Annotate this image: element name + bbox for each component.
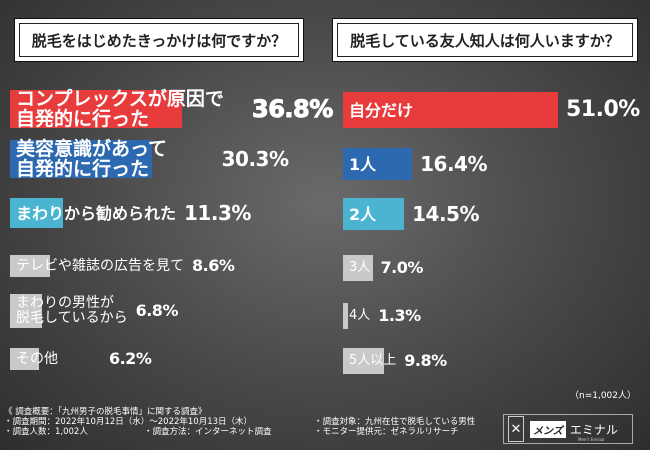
bar bbox=[10, 140, 152, 178]
left-chart-title: 脱毛をはじめたきっかけは何ですか？ bbox=[14, 18, 304, 62]
category-label-line: 1人 bbox=[349, 154, 377, 174]
bar bbox=[343, 255, 373, 281]
value-label: 51.0% bbox=[566, 97, 640, 122]
right-chart-title: 脱毛している友人知人は何人いますか？ bbox=[332, 18, 638, 62]
category-label-line: 美容意識があって bbox=[16, 138, 168, 160]
bar bbox=[343, 198, 405, 230]
category-label: 1人 bbox=[349, 156, 376, 173]
value-label: 16.4% bbox=[420, 152, 488, 176]
survey-heading: 《 調査概要：「九州男子の脱毛事情」に関する調査》 bbox=[4, 407, 207, 417]
survey-summary: 《 調査概要：「九州男子の脱毛事情」に関する調査》 ・調査期間：2022年10月… bbox=[4, 407, 624, 437]
survey-target: ・調査対象：九州在住で脱毛している男性 bbox=[314, 417, 476, 427]
category-label: テレビや雑誌の広告を見て bbox=[16, 257, 184, 274]
bar bbox=[343, 348, 385, 374]
category-label: コンプレックスが原因で 自発的に行った bbox=[16, 89, 224, 129]
survey-method: ・調査方法：インターネット調査 bbox=[144, 427, 272, 437]
bar bbox=[343, 92, 558, 128]
category-label: まわりから勧められた bbox=[16, 205, 176, 222]
value-label: 6.8% bbox=[135, 301, 179, 320]
category-label: 4人 bbox=[349, 309, 370, 323]
sample-size-note: （n=1,002人） bbox=[569, 391, 636, 401]
right-chart-title-text: 脱毛している友人知人は何人いますか？ bbox=[350, 31, 620, 50]
bar bbox=[10, 90, 182, 128]
bar bbox=[10, 255, 51, 277]
bar bbox=[10, 294, 42, 328]
value-label: 9.8% bbox=[404, 351, 447, 370]
category-label-line: コンプレックスが原因で bbox=[16, 88, 224, 110]
category-label: 3人 bbox=[349, 261, 370, 275]
category-label-line: 2人 bbox=[349, 204, 377, 224]
category-label: 5人以上 bbox=[349, 354, 396, 368]
category-label-line: まわりから勧められた bbox=[16, 203, 177, 223]
value-label: 36.8% bbox=[252, 95, 334, 124]
category-label: その他 bbox=[16, 350, 58, 367]
bar bbox=[10, 348, 39, 370]
bar bbox=[10, 198, 63, 228]
value-label: 8.6% bbox=[192, 256, 235, 275]
value-label: 30.3% bbox=[221, 147, 289, 171]
category-label: まわりの男性が 脱毛しているから bbox=[16, 296, 128, 326]
right-bar-chart: 自分だけ 51.0% 1人 16.4% 2人 14.5% 3人 7.0% 4人 1.3% 5人以上 9… bbox=[343, 90, 640, 390]
value-label: 1.3% bbox=[378, 306, 421, 325]
category-label-line: 5人以上 bbox=[349, 353, 397, 368]
left-bar-chart: コンプレックスが原因で 自発的に行った 36.8% 美容意識があって 自発的に行った 30… bbox=[10, 89, 334, 390]
logo-mens-text: メンズ bbox=[530, 420, 566, 438]
bar bbox=[343, 303, 349, 329]
survey-provider: ・モニター提供元：ゼネラルリサーチ bbox=[314, 427, 459, 437]
bar bbox=[343, 148, 413, 180]
category-label-line: 脱毛しているから bbox=[16, 310, 128, 326]
value-label: 7.0% bbox=[380, 258, 424, 277]
category-label-line: 自発的に行った bbox=[16, 108, 150, 130]
value-label: 6.2% bbox=[108, 349, 152, 368]
survey-period: ・調査期間：2022年10月12日（水）〜2022年10月13日（木） bbox=[4, 417, 253, 427]
logo-name-text: エミナル bbox=[569, 422, 618, 437]
category-label-line: テレビや雑誌の広告を見て bbox=[16, 257, 184, 274]
logo-subtext: Men's Eminal bbox=[578, 437, 605, 442]
value-label: 11.3% bbox=[184, 201, 251, 225]
brand-logo: ✕ メンズ エミナル Men's Eminal bbox=[503, 414, 633, 444]
category-label: 自分だけ bbox=[349, 102, 413, 119]
category-label: 2人 bbox=[349, 206, 376, 223]
category-label-line: 自発的に行った bbox=[16, 158, 150, 180]
logo-mark-icon: ✕ bbox=[508, 416, 524, 442]
category-label-line: その他 bbox=[16, 350, 58, 367]
survey-count: ・調査人数：1,002人 bbox=[4, 427, 88, 437]
category-label: 美容意識があって 自発的に行った bbox=[16, 139, 167, 179]
category-label-line: 自分だけ bbox=[349, 100, 414, 120]
category-label-line: 3人 bbox=[349, 260, 371, 275]
category-label-line: まわりの男性が bbox=[16, 295, 114, 311]
value-label: 14.5% bbox=[412, 202, 480, 226]
category-label-line: 4人 bbox=[349, 308, 371, 323]
left-chart-title-text: 脱毛をはじめたきっかけは何ですか？ bbox=[31, 31, 287, 50]
